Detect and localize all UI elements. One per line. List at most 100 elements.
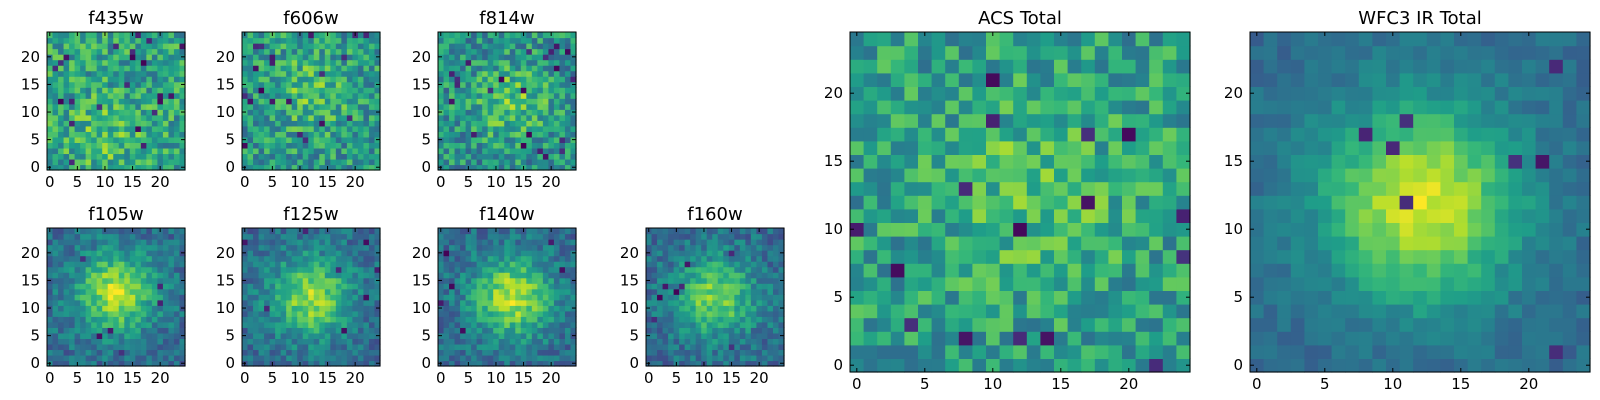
heatmap-pixel bbox=[542, 48, 549, 55]
heatmap-pixel bbox=[297, 158, 304, 166]
heatmap-pixel bbox=[47, 266, 54, 273]
heatmap-pixel bbox=[537, 316, 544, 323]
heatmap-pixel bbox=[280, 228, 287, 235]
heatmap-pixel bbox=[118, 114, 125, 121]
heatmap-pixel bbox=[1013, 331, 1028, 346]
heatmap-pixel bbox=[657, 250, 664, 257]
heatmap-pixel bbox=[368, 142, 376, 149]
heatmap-pixel bbox=[253, 54, 260, 61]
heatmap-pixel bbox=[113, 266, 120, 273]
heatmap-pixel bbox=[559, 255, 566, 262]
heatmap-pixel bbox=[280, 316, 287, 323]
heatmap-pixel bbox=[247, 164, 254, 171]
heatmap-pixel bbox=[146, 277, 153, 284]
heatmap-pixel bbox=[146, 338, 153, 345]
heatmap-pixel bbox=[368, 131, 376, 138]
heatmap-pixel bbox=[482, 98, 489, 105]
heatmap-pixel bbox=[553, 354, 561, 362]
heatmap-pixel bbox=[646, 272, 653, 279]
heatmap-pixel bbox=[118, 54, 125, 61]
heatmap-pixel bbox=[80, 239, 87, 246]
heatmap-pixel bbox=[701, 316, 708, 323]
heatmap-pixel bbox=[253, 294, 260, 301]
heatmap-pixel bbox=[679, 228, 686, 235]
heatmap-pixel bbox=[324, 327, 331, 334]
heatmap-pixel bbox=[162, 125, 170, 132]
heatmap-pixel bbox=[999, 304, 1014, 319]
heatmap-pixel bbox=[695, 239, 702, 246]
heatmap-pixel bbox=[258, 109, 265, 116]
heatmap-pixel bbox=[972, 358, 987, 373]
heatmap-pixel bbox=[135, 114, 142, 121]
heatmap-pixel bbox=[363, 349, 370, 356]
heatmap-pixel bbox=[374, 114, 381, 121]
heatmap-pixel bbox=[357, 316, 365, 323]
heatmap-pixel bbox=[173, 272, 181, 279]
heatmap-pixel bbox=[465, 76, 472, 83]
heatmap-pixel bbox=[275, 87, 282, 94]
heatmap-pixel bbox=[537, 54, 544, 61]
heatmap-pixel bbox=[80, 59, 87, 66]
heatmap-pixel bbox=[124, 343, 131, 351]
heatmap-pixel bbox=[443, 37, 450, 44]
heatmap-pixel bbox=[302, 164, 309, 171]
heatmap-pixel bbox=[330, 310, 337, 317]
heatmap-pixel bbox=[504, 114, 511, 121]
heatmap-pixel bbox=[63, 153, 70, 160]
heatmap-pixel bbox=[1122, 195, 1137, 210]
heatmap-pixel bbox=[146, 244, 153, 251]
heatmap-pixel bbox=[308, 250, 315, 257]
heatmap-pixel bbox=[509, 288, 516, 295]
heatmap-pixel bbox=[258, 87, 265, 94]
heatmap-pixel bbox=[47, 70, 54, 77]
heatmap-pixel bbox=[58, 321, 65, 328]
heatmap-pixel bbox=[308, 272, 315, 279]
heatmap-pixel bbox=[346, 65, 353, 72]
heatmap-pixel bbox=[151, 125, 158, 132]
heatmap-pixel bbox=[515, 233, 522, 240]
heatmap-pixel bbox=[162, 136, 170, 143]
heatmap-pixel bbox=[179, 158, 186, 166]
heatmap-pixel bbox=[465, 136, 472, 143]
heatmap-pixel bbox=[140, 164, 147, 171]
heatmap-pixel bbox=[157, 43, 164, 50]
heatmap-pixel bbox=[280, 283, 287, 290]
heatmap-pixel bbox=[986, 290, 1001, 305]
heatmap-pixel bbox=[47, 316, 54, 323]
heatmap-pixel bbox=[374, 158, 381, 166]
heatmap-pixel bbox=[319, 332, 326, 339]
heatmap-pixel bbox=[168, 310, 175, 317]
heatmap-pixel bbox=[877, 249, 892, 264]
heatmap-pixel bbox=[1176, 208, 1191, 223]
heatmap-pixel bbox=[308, 360, 315, 367]
heatmap-pixel bbox=[135, 76, 142, 83]
heatmap-pixel bbox=[443, 92, 450, 99]
heatmap-pixel bbox=[330, 125, 337, 132]
heatmap-pixel bbox=[553, 299, 561, 306]
heatmap-pixel bbox=[739, 266, 746, 273]
heatmap-pixel bbox=[471, 360, 478, 367]
heatmap-pixel bbox=[553, 114, 561, 121]
heatmap-pixel bbox=[74, 288, 81, 295]
heatmap-pixel bbox=[91, 239, 98, 246]
heatmap-pixel bbox=[157, 354, 164, 362]
heatmap-pixel bbox=[118, 354, 125, 362]
heatmap-pixel bbox=[258, 48, 265, 55]
heatmap-pixel bbox=[548, 54, 555, 61]
heatmap-pixel bbox=[570, 244, 577, 251]
heatmap-pixel bbox=[107, 153, 114, 160]
heatmap-pixel bbox=[542, 277, 549, 284]
heatmap-pixel bbox=[509, 327, 516, 334]
heatmap-pixel bbox=[357, 354, 365, 362]
heatmap-pixel bbox=[135, 332, 142, 339]
heatmap-pixel bbox=[357, 43, 365, 50]
heatmap-pixel bbox=[668, 327, 675, 334]
heatmap-pixel bbox=[564, 98, 572, 105]
heatmap-pixel bbox=[275, 327, 282, 334]
heatmap-pixel bbox=[107, 54, 114, 61]
heatmap-pixel bbox=[460, 283, 467, 290]
heatmap-pixel bbox=[264, 32, 271, 39]
heatmap-pixel bbox=[146, 299, 153, 306]
x-tick-label: 20 bbox=[542, 369, 561, 387]
heatmap-pixel bbox=[96, 228, 103, 235]
